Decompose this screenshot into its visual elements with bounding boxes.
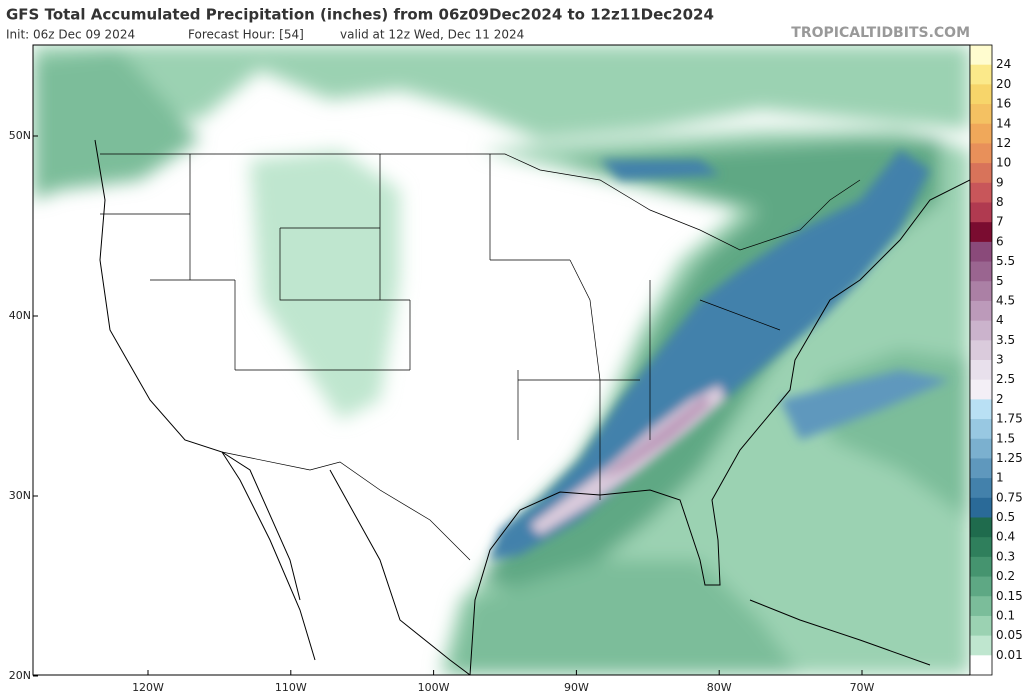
legend-swatch (970, 143, 992, 164)
legend-label: 1.25 (996, 451, 1023, 465)
legend-swatch (970, 635, 992, 656)
lon-label: 110W (275, 681, 307, 694)
legend-label: 0.5 (996, 510, 1015, 524)
legend-label: 2 (996, 392, 1004, 406)
legend-label: 14 (996, 116, 1011, 130)
legend-swatch (970, 419, 992, 440)
lon-label: 120W (132, 681, 164, 694)
legend-swatch (970, 241, 992, 263)
legend-label: 4.5 (996, 293, 1015, 307)
legend-label: 8 (996, 195, 1004, 209)
legend-swatch (970, 655, 992, 676)
lat-label: 50N (9, 129, 31, 142)
legend-label: 0.3 (996, 549, 1015, 563)
legend-swatch (970, 84, 992, 105)
legend-label: 4 (996, 313, 1004, 327)
title: GFS Total Accumulated Precipitation (inc… (6, 6, 714, 24)
legend-swatch (970, 281, 992, 302)
legend-label: 0.75 (996, 490, 1023, 504)
legend-swatch (970, 300, 992, 322)
coastlines (94, 139, 970, 675)
legend-label: 0.2 (996, 569, 1015, 583)
forecast-hour: Forecast Hour: [54] (188, 28, 304, 42)
legend-label: 0.05 (996, 628, 1023, 642)
legend-label: 6 (996, 234, 1004, 248)
legend-label: 2.5 (996, 372, 1015, 386)
legend-swatch (970, 163, 992, 184)
legend-label: 20 (996, 77, 1011, 91)
legend-swatch (970, 45, 992, 66)
legend-swatch (970, 320, 992, 341)
legend-label: 5 (996, 274, 1004, 288)
legend-swatch (970, 537, 992, 558)
legend-swatch (970, 458, 992, 479)
legend-label: 9 (996, 175, 1004, 189)
legend-swatch (970, 517, 992, 538)
init: Init: 06z Dec 09 2024 (6, 28, 135, 42)
legend-swatch (970, 261, 992, 282)
legend-frame (969, 44, 993, 676)
legend-label: 16 (996, 97, 1011, 111)
legend-label: 0.1 (996, 608, 1015, 622)
legend-swatch (970, 64, 992, 85)
watermark: TROPICALTIDBITS.COM (791, 25, 970, 41)
lat-label: 40N (9, 309, 31, 322)
lon-label: 70W (850, 681, 875, 694)
lon-label: 100W (418, 681, 450, 694)
legend-swatch (970, 556, 992, 578)
lon-label: 80W (707, 681, 732, 694)
legend-swatch (970, 399, 992, 420)
legend-label: 5.5 (996, 254, 1015, 268)
legend-label: 7 (996, 215, 1004, 229)
legend-swatch (970, 438, 992, 459)
legend-swatch (970, 615, 992, 637)
legend-label: 10 (996, 156, 1011, 170)
legend-label: 24 (996, 57, 1011, 71)
legend-swatch (970, 104, 992, 125)
legend-label: 1.5 (996, 431, 1015, 445)
map-area (33, 45, 970, 675)
legend-label: 1 (996, 471, 1004, 485)
legend-swatch (970, 497, 992, 518)
legend-label: 12 (996, 136, 1011, 150)
legend-swatch (970, 222, 992, 243)
legend-swatch (970, 202, 992, 223)
legend-label: 0.01 (996, 648, 1023, 662)
legend-swatch (970, 596, 992, 617)
lat-label: 30N (9, 489, 31, 502)
legend-label: 3.5 (996, 333, 1015, 347)
legend-swatch (970, 340, 992, 361)
legend-label: 0.4 (996, 530, 1015, 544)
lat-label: 20N (9, 669, 31, 682)
legend-label: 0.15 (996, 589, 1023, 603)
legend-swatch (970, 360, 992, 381)
legend-swatch (970, 379, 992, 400)
lon-label: 90W (564, 681, 589, 694)
legend-swatch (970, 478, 992, 499)
legend-swatch (970, 182, 992, 203)
valid-time: valid at 12z Wed, Dec 11 2024 (340, 28, 524, 42)
legend-swatch (970, 576, 992, 597)
legend-label: 3 (996, 353, 1004, 367)
borders (100, 153, 861, 561)
legend-label: 1.75 (996, 412, 1023, 426)
legend-swatch (970, 123, 992, 144)
